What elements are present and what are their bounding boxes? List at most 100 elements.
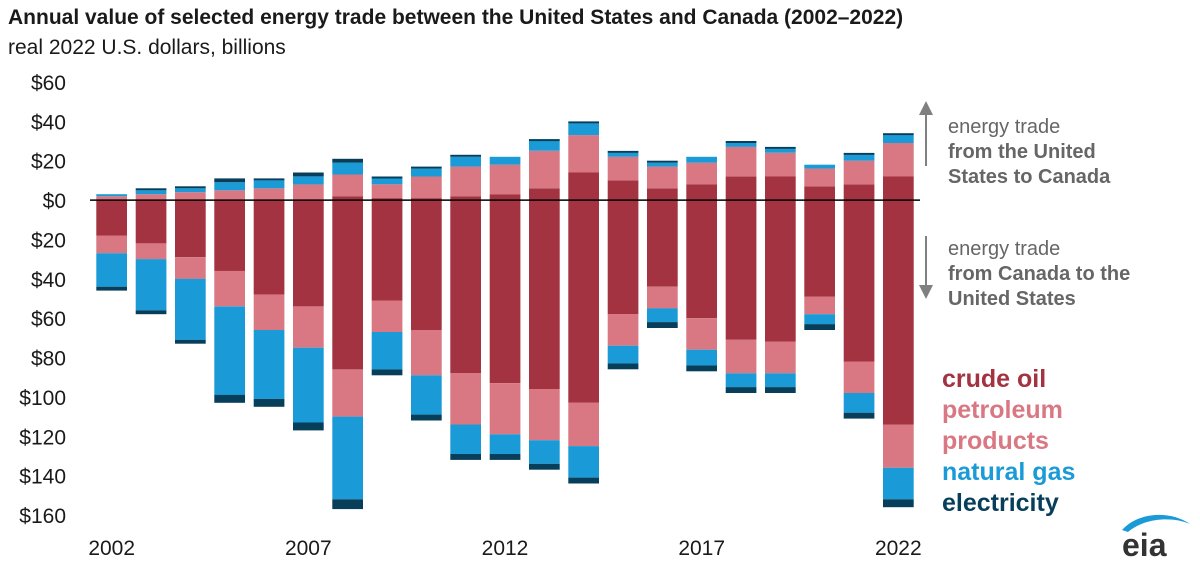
bar-import-natural-gas-2011 (450, 424, 481, 454)
bar-import-electricity-2021 (843, 412, 875, 419)
bar-import-natural-gas-2021 (843, 393, 875, 413)
eia-logo-swoosh-icon (1122, 514, 1190, 532)
bar-import-electricity-2022 (883, 499, 914, 508)
y-tick-group: $60 $40 $20 $0 $20 $40 $60 $80 $100 $120 $140 $160 (19, 72, 66, 528)
note-imports: energy trade from Canada to the United S… (948, 237, 1130, 312)
bar-import-natural-gas-2022 (883, 467, 914, 500)
bar-import-electricity-2002 (96, 286, 127, 291)
legend: crude oil petroleum products natural gas… (942, 364, 1075, 519)
bar-export-natural-gas-2016 (647, 162, 678, 167)
bar-import-crude-oil-2003 (135, 200, 167, 244)
bar-import-petroleum-products-2018 (725, 339, 757, 374)
bar-export-petroleum-products-2006 (253, 188, 285, 201)
bar-import-natural-gas-2004 (175, 278, 206, 340)
bar-export-electricity-2016 (647, 160, 678, 163)
bar-export-natural-gas-2019 (765, 148, 796, 153)
bar-import-electricity-2003 (135, 310, 167, 315)
bar-import-petroleum-products-2004 (175, 257, 206, 279)
bar-import-petroleum-products-2003 (135, 243, 167, 260)
bar-import-natural-gas-2010 (411, 375, 442, 415)
bar-import-electricity-2011 (450, 454, 481, 460)
bar-import-petroleum-products-2017 (686, 318, 717, 350)
bar-import-natural-gas-2017 (686, 349, 717, 366)
bar-export-crude-oil-2020 (804, 186, 835, 201)
bar-import-electricity-2015 (607, 363, 639, 370)
bar-import-natural-gas-2013 (529, 440, 560, 464)
bar-export-electricity-2018 (725, 141, 757, 143)
bar-import-petroleum-products-2007 (293, 306, 324, 348)
note-exports-line3: States to Canada (948, 166, 1111, 188)
bar-import-petroleum-products-2010 (411, 330, 442, 376)
bar-export-petroleum-products-2003 (135, 194, 167, 201)
bar-import-petroleum-products-2019 (765, 341, 796, 374)
bar-export-crude-oil-2021 (843, 184, 875, 200)
bar-import-crude-oil-2018 (725, 200, 757, 340)
bar-export-petroleum-products-2016 (647, 166, 678, 189)
bar-import-crude-oil-2012 (489, 200, 521, 384)
bar-import-electricity-2020 (804, 324, 835, 330)
bar-import-crude-oil-2004 (175, 200, 206, 258)
bar-export-electricity-2019 (765, 146, 796, 149)
y-tick-label: $40 (31, 111, 66, 134)
bar-import-natural-gas-2005 (214, 306, 245, 395)
y-tick-label: $20 (31, 229, 66, 252)
bar-import-crude-oil-2007 (293, 200, 324, 307)
bar-export-natural-gas-2010 (411, 168, 442, 177)
x-tick-label: 2022 (875, 537, 922, 560)
bar-import-electricity-2010 (411, 414, 442, 421)
bar-export-electricity-2007 (293, 172, 324, 177)
bar-export-electricity-2011 (450, 154, 481, 157)
bar-export-natural-gas-2002 (96, 194, 127, 197)
y-tick-label: $120 (19, 426, 66, 449)
bar-export-natural-gas-2017 (686, 156, 717, 163)
eia-logo: eia (1122, 514, 1190, 560)
bar-import-crude-oil-2017 (686, 200, 717, 319)
bar-import-electricity-2005 (214, 394, 245, 403)
bar-import-crude-oil-2013 (529, 200, 560, 389)
bar-import-electricity-2018 (725, 387, 757, 393)
bar-import-natural-gas-2009 (371, 332, 403, 370)
y-tick-label: $140 (19, 466, 66, 489)
bar-import-petroleum-products-2021 (843, 361, 875, 393)
y-tick-label: $100 (19, 387, 66, 410)
bar-export-petroleum-products-2012 (489, 164, 521, 195)
bar-export-natural-gas-2020 (804, 164, 835, 169)
note-imports-line1: energy trade (948, 238, 1061, 260)
x-tick-label: 2002 (88, 537, 135, 560)
bar-import-electricity-2013 (529, 463, 560, 470)
bar-import-petroleum-products-2006 (253, 294, 285, 330)
bar-import-natural-gas-2018 (725, 373, 757, 388)
bar-export-natural-gas-2011 (450, 156, 481, 167)
bar-import-petroleum-products-2002 (96, 235, 127, 254)
bar-import-natural-gas-2019 (765, 373, 796, 388)
bar-export-petroleum-products-2013 (529, 150, 560, 189)
bar-import-electricity-2009 (371, 369, 403, 376)
bar-import-petroleum-products-2013 (529, 389, 560, 441)
bar-import-natural-gas-2006 (253, 330, 285, 399)
direction-arrows (919, 101, 933, 299)
up-arrow-icon (919, 101, 933, 115)
x-tick-label: 2007 (285, 537, 332, 560)
bar-import-crude-oil-2011 (450, 200, 481, 374)
bar-import-petroleum-products-2005 (214, 270, 245, 307)
note-exports-line2: from the United (948, 141, 1096, 163)
bar-export-natural-gas-2022 (883, 135, 914, 143)
bar-export-electricity-2004 (175, 186, 206, 189)
bar-import-petroleum-products-2008 (332, 369, 363, 417)
bar-import-electricity-2019 (765, 387, 796, 393)
bar-export-petroleum-products-2015 (607, 156, 639, 181)
bar-export-petroleum-products-2018 (725, 146, 757, 177)
bar-import-electricity-2012 (489, 454, 521, 460)
chart-subtitle: real 2022 U.S. dollars, billions (8, 36, 286, 59)
legend-crude-oil: crude oil (942, 365, 1047, 393)
bar-export-petroleum-products-2017 (686, 162, 717, 185)
bar-export-electricity-2008 (332, 158, 363, 163)
bar-import-natural-gas-2012 (489, 434, 521, 454)
bar-export-crude-oil-2011 (450, 196, 481, 201)
bar-export-crude-oil-2009 (371, 198, 403, 201)
bar-import-crude-oil-2005 (214, 200, 245, 271)
bar-import-crude-oil-2002 (96, 200, 127, 236)
bar-export-electricity-2014 (568, 121, 599, 124)
y-tick-label: $0 (43, 190, 66, 213)
bar-export-crude-oil-2017 (686, 184, 717, 200)
